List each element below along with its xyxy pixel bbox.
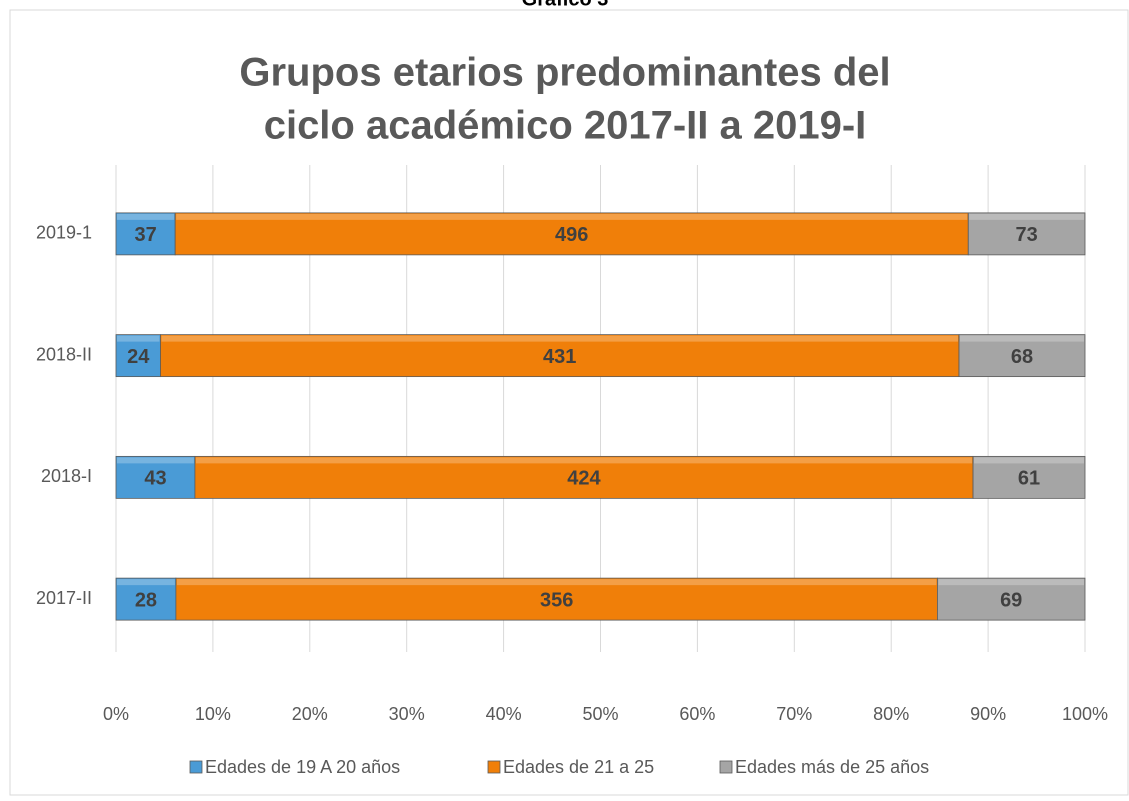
bar-bevel [161,335,959,342]
x-tick-label: 100% [1062,704,1108,724]
data-label: 37 [134,224,156,246]
x-tick-label: 0% [103,704,129,724]
bar-segment [972,455,1086,499]
bar-bevel [117,457,194,464]
bar-segment [115,334,161,378]
bar-segment [967,212,1086,256]
data-label: 356 [540,589,573,611]
bar-segment [160,334,960,378]
data-label: 424 [567,468,601,490]
data-label: 28 [135,589,157,611]
legend-label: Edades de 21 a 25 [503,757,654,777]
data-label: 69 [1000,589,1022,611]
bar-bevel [176,213,968,220]
x-tick-label: 60% [679,704,715,724]
legend-label: Edades más de 25 años [735,757,929,777]
data-label: 68 [1011,346,1033,368]
bar-bevel [117,579,175,586]
data-label: 43 [144,468,166,490]
heading: Gráfico 3 [522,0,609,10]
data-label: 61 [1018,468,1040,490]
bar-bevel [969,213,1084,220]
bar-segment [115,455,196,499]
y-tick-label: 2019-1 [36,223,92,243]
chart-frame [9,9,1129,796]
data-label: 431 [543,346,576,368]
bar-segment [115,212,176,256]
bar-segment [174,212,969,256]
bar-bevel [938,579,1084,586]
x-tick-label: 10% [195,704,231,724]
x-tick-label: 80% [873,704,909,724]
data-label: 24 [127,346,150,368]
x-tick-label: 40% [486,704,522,724]
data-label: 496 [555,224,588,246]
bar-segment [175,577,938,621]
bar-bevel [195,457,973,464]
bar-segment [958,334,1086,378]
bar-bevel [117,213,175,220]
y-tick-label: 2018-I [41,466,92,486]
bar-bevel [176,579,937,586]
x-tick-label: 90% [970,704,1006,724]
data-label: 73 [1016,224,1038,246]
x-tick-label: 30% [389,704,425,724]
y-tick-label: 2018-II [36,344,92,364]
x-tick-label: 50% [582,704,618,724]
chart-title: Grupos etarios predominantes del [239,51,890,95]
heading-bg [490,0,640,9]
x-tick-label: 20% [292,704,328,724]
bar-bevel [117,335,160,342]
bar-segment [937,577,1086,621]
bar-segment [115,577,177,621]
legend-label: Edades de 19 A 20 años [205,757,400,777]
legend-swatch [719,760,733,774]
x-tick-label: 70% [776,704,812,724]
legend-swatch [487,760,501,774]
legend-swatch [189,760,203,774]
bar-bevel [974,457,1084,464]
y-tick-label: 2017-II [36,588,92,608]
bar-bevel [960,335,1084,342]
chart-title: ciclo académico 2017-II a 2019-I [264,104,867,148]
